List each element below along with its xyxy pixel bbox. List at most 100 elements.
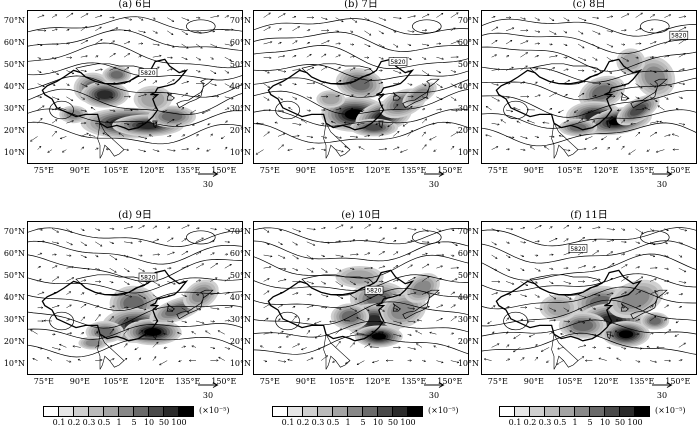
colorbar-swatch [392, 406, 408, 417]
panel-title: (c) 8日 [572, 0, 606, 10]
wind-vector [263, 26, 271, 32]
wind-vector [66, 28, 70, 32]
wind-vector [520, 52, 528, 58]
wind-vector [140, 254, 143, 257]
wind-vector [550, 43, 553, 46]
wind-vector [549, 80, 555, 84]
wind-vector [72, 345, 75, 348]
wind-vector [167, 56, 173, 59]
wind-vector [292, 315, 297, 322]
wind-vector [109, 53, 116, 58]
wind-vector [327, 241, 331, 244]
wind-vector [325, 17, 328, 21]
latitude-label: 10°N [3, 359, 25, 368]
wind-vector [598, 111, 601, 114]
wind-vector [66, 291, 71, 295]
wind-vector [393, 265, 399, 269]
wind-vector [32, 358, 35, 361]
wind-vector [630, 122, 633, 125]
wind-vector [424, 57, 427, 60]
wind-vector [191, 331, 197, 335]
shaded-area [411, 88, 429, 101]
wind-vector [353, 67, 356, 70]
wind-vector [672, 133, 679, 137]
colorbar-swatch [73, 406, 89, 417]
wind-vector [355, 135, 359, 139]
wind-vector [224, 70, 229, 74]
wind-vector [408, 43, 412, 46]
wind-vector [176, 122, 182, 126]
wind-vector [54, 57, 57, 60]
wind-vector [216, 359, 219, 362]
wind-vector [37, 146, 42, 150]
wind-vector [214, 228, 218, 231]
wind-vector [144, 334, 147, 337]
wind-vector [621, 307, 625, 309]
wind-vector [450, 12, 459, 18]
wind-vector [85, 26, 88, 29]
wind-vector [170, 56, 174, 59]
wind-vector [380, 81, 384, 85]
wind-vector [627, 13, 630, 16]
wind-vector [583, 80, 587, 83]
wind-vector [280, 292, 283, 295]
wind-vector [534, 254, 539, 256]
wind-vector [80, 109, 87, 112]
wind-vector [436, 318, 443, 322]
wind-vector [159, 360, 168, 366]
wind-vector [395, 308, 399, 311]
latitude-label: 50°N [3, 60, 25, 69]
wind-vector [567, 79, 571, 82]
wind-vector [672, 148, 675, 151]
wind-vector [55, 265, 58, 268]
wind-vector [579, 226, 582, 229]
colorbar [43, 406, 194, 417]
wind-vector [44, 29, 47, 32]
wind-vector [368, 44, 371, 48]
wind-vector [356, 360, 365, 365]
wind-vector [596, 250, 600, 253]
longitude-label: 75°E [259, 166, 280, 175]
wind-vector [649, 278, 657, 282]
wind-vector [284, 267, 287, 271]
wind-vector [407, 347, 416, 350]
reference-vector-arrow [423, 170, 445, 178]
wind-vector [217, 330, 225, 335]
wind-vector [592, 294, 601, 296]
wind-vector [450, 316, 457, 322]
wind-vector [453, 27, 456, 30]
shaded-area [96, 90, 113, 99]
wind-vector [281, 109, 285, 113]
wind-vector [364, 30, 372, 36]
wind-vector [38, 265, 42, 269]
wind-vector [649, 360, 657, 363]
wind-vector [652, 254, 656, 258]
wind-vector [566, 120, 570, 123]
wind-vector [573, 110, 577, 113]
wind-vector [199, 251, 202, 254]
wind-vector [130, 225, 134, 229]
wind-vector [181, 107, 184, 111]
wind-vector [510, 39, 513, 43]
colorbar-swatch [118, 406, 134, 417]
wind-vector [638, 253, 642, 257]
wind-vector [167, 79, 175, 84]
boundary-line [529, 274, 603, 297]
wind-vector [267, 85, 271, 88]
wind-vector [306, 53, 312, 58]
wind-vector [297, 26, 301, 29]
wind-vector [349, 226, 353, 229]
wind-vector [432, 122, 437, 125]
wind-vector [109, 27, 118, 32]
wind-vector [294, 315, 297, 318]
wind-vector [674, 333, 679, 337]
wind-vector [635, 108, 645, 111]
wind-vector [455, 243, 458, 247]
wind-vector [123, 267, 130, 273]
wind-vector [66, 360, 72, 363]
longitude-label: 135°E [401, 166, 427, 175]
shaded-area [191, 287, 210, 303]
wind-vector [292, 83, 297, 85]
latitude-label: 20°N [229, 126, 251, 135]
wind-vector [493, 15, 496, 19]
